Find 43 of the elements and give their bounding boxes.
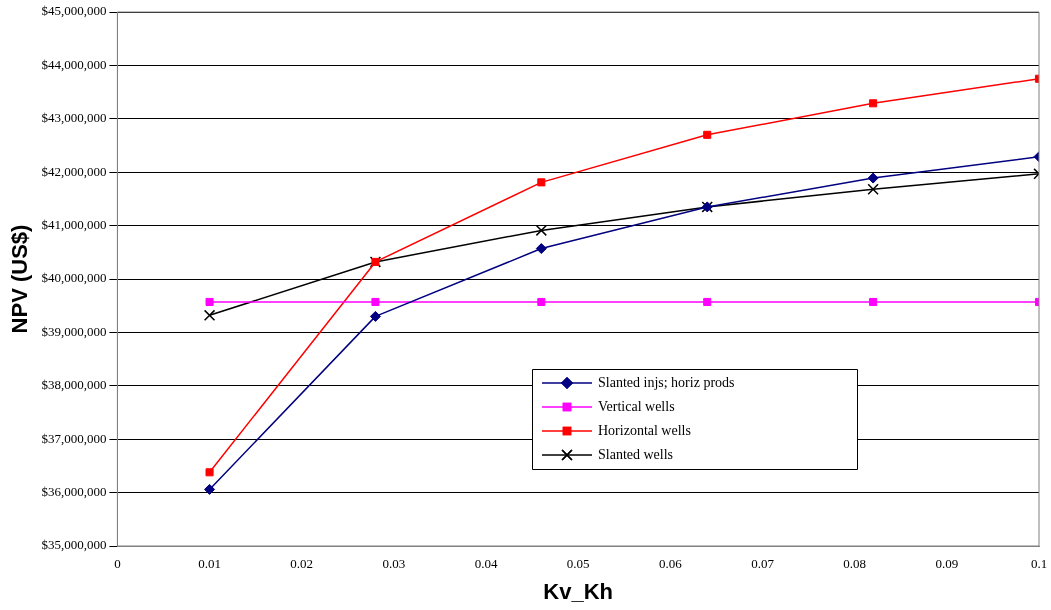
x-tick-label: 0 <box>114 556 121 572</box>
point <box>869 297 878 306</box>
legend-label: Slanted injs; horiz prods <box>598 374 735 390</box>
x-tick-label: 0.04 <box>474 556 498 572</box>
y-tick-label: $41,000,000 <box>41 217 107 233</box>
y-tick-label: $35,000,000 <box>41 537 107 553</box>
y-tick-label: $40,000,000 <box>41 270 107 286</box>
y-tick-label: $37,000,000 <box>41 430 107 446</box>
point <box>535 243 547 255</box>
y-tick-label: $42,000,000 <box>41 163 107 179</box>
y-tick-label: $39,000,000 <box>41 323 107 339</box>
point <box>204 483 216 495</box>
y-tick-label: $43,000,000 <box>41 110 107 126</box>
x-tick-label: 0.05 <box>566 556 590 572</box>
point <box>867 183 879 195</box>
y-tick-label: $45,000,000 <box>41 3 107 19</box>
x-tick-label: 0.08 <box>843 556 867 572</box>
x-tick-label: 0.1 <box>1030 556 1048 572</box>
y-tick-label: $38,000,000 <box>41 377 107 393</box>
point <box>867 172 879 184</box>
point <box>869 99 878 108</box>
legend-label: Slanted wells <box>598 446 674 462</box>
x-tick-label: 0.09 <box>935 556 959 572</box>
y-tick-label: $44,000,000 <box>41 56 107 72</box>
point <box>369 310 381 322</box>
point <box>371 297 380 306</box>
x-tick-label: 0.07 <box>751 556 775 572</box>
x-tick-label: 0.02 <box>290 556 314 572</box>
y-tick-label: $36,000,000 <box>41 484 107 500</box>
legend-label: Vertical wells <box>598 398 675 414</box>
legend-label: Horizontal wells <box>598 422 691 438</box>
point <box>205 468 214 477</box>
y-axis-title: NPV (US$) <box>7 224 33 334</box>
x-axis-title: Kv_Kh <box>543 578 614 604</box>
point <box>205 297 214 306</box>
point <box>203 309 216 322</box>
point <box>703 130 712 139</box>
x-tick-label: 0.03 <box>382 556 406 572</box>
point <box>703 297 712 306</box>
point <box>537 178 546 187</box>
x-tick-label: 0.06 <box>658 556 683 572</box>
x-tick-label: 0.01 <box>198 556 221 572</box>
point <box>537 297 546 306</box>
